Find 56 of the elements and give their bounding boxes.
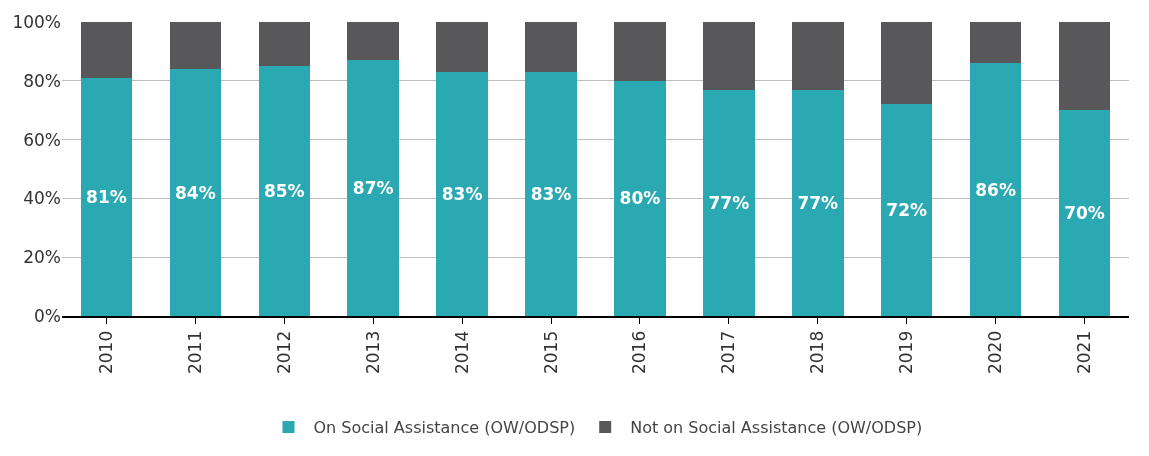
data-label: 70%	[1064, 203, 1105, 224]
bar	[436, 22, 488, 72]
x-tick-label: 2021	[1074, 330, 1095, 375]
x-tick-label: 2012	[273, 330, 294, 375]
y-tick-label: 80%	[23, 70, 61, 91]
bar	[969, 63, 1022, 316]
bar	[169, 22, 222, 70]
data-label: 77%	[797, 192, 839, 213]
y-tick-label: 60%	[23, 129, 61, 150]
y-tick-label: 20%	[23, 247, 61, 268]
bar	[525, 71, 577, 316]
bar	[258, 22, 311, 67]
x-tick-label: 2020	[985, 330, 1006, 375]
x-tick-label: 2010	[95, 330, 116, 375]
bar	[347, 60, 399, 316]
bar	[80, 77, 133, 316]
legend-label: On Social Assistance (OW/ODSP)	[313, 418, 576, 438]
bar	[1058, 22, 1111, 111]
data-label: 86%	[975, 179, 1016, 200]
x-tick-label: 2011	[184, 330, 205, 375]
data-label: 87%	[352, 178, 394, 199]
bar	[1058, 110, 1111, 316]
data-label: 77%	[708, 192, 750, 213]
bar	[436, 71, 488, 316]
legend-label: Not on Social Assistance (OW/ODSP)	[630, 418, 923, 438]
bar	[792, 22, 844, 90]
x-tick-label: 2019	[896, 330, 917, 375]
bar	[880, 22, 933, 105]
data-label: 83%	[441, 183, 483, 204]
bar	[80, 22, 133, 78]
x-tick-label: 2013	[362, 330, 383, 375]
bar	[525, 22, 577, 72]
bar	[614, 22, 666, 81]
y-tick-label: 40%	[23, 188, 61, 209]
x-tick-label: 2014	[451, 330, 472, 375]
bar	[347, 22, 399, 61]
data-label: 81%	[86, 186, 127, 207]
bar	[969, 22, 1022, 64]
bar	[792, 89, 844, 316]
data-label: 72%	[886, 200, 928, 221]
bar	[703, 89, 755, 316]
bar	[880, 104, 933, 316]
x-tick-label: 2017	[718, 330, 739, 375]
x-tick-label: 2018	[807, 330, 828, 375]
data-label: 84%	[175, 182, 216, 203]
data-label: 83%	[530, 183, 572, 204]
x-tick-label: 2015	[540, 330, 561, 375]
bar	[169, 69, 222, 316]
bar	[614, 80, 666, 316]
bar	[703, 22, 755, 90]
bar	[258, 66, 311, 316]
y-tick-label: 100%	[12, 11, 61, 32]
y-tick-label: 0%	[34, 305, 61, 326]
data-label: 85%	[263, 181, 305, 202]
data-label: 80%	[619, 188, 661, 209]
x-tick-label: 2016	[629, 330, 650, 375]
